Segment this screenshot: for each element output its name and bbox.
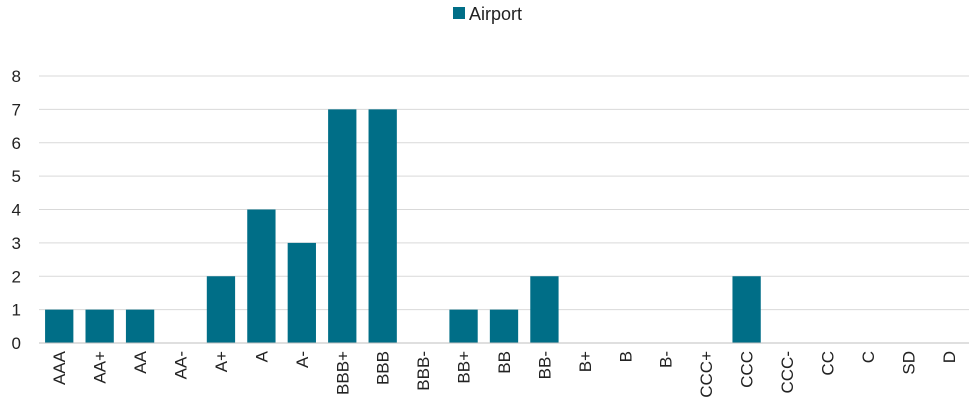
bar-A+	[206, 276, 236, 343]
x-tick-label-A+: A+	[212, 351, 231, 372]
bar-BB-	[530, 276, 559, 343]
bar-BB	[489, 309, 519, 344]
x-tick-label-AA-: AA-	[172, 351, 191, 379]
x-tick-label-C: C	[859, 351, 878, 363]
legend: Airport	[453, 4, 522, 24]
x-tick-label-AAA: AAA	[50, 350, 69, 385]
x-axis-tick-labels: AAA AA+ AA AA- A+ A A- BBB+ BBB BBB- BB+ BB BB- B+ B B-…	[50, 350, 959, 397]
bar-BBB+	[328, 109, 357, 344]
y-tick-label: 7	[12, 100, 21, 119]
bar-CCC	[732, 276, 761, 343]
legend-label-airport: Airport	[469, 4, 522, 24]
bars	[45, 109, 761, 344]
bar-BBB	[368, 109, 397, 344]
x-tick-label-BB-: BB-	[535, 351, 554, 379]
x-tick-label-CCC+: CCC+	[697, 351, 716, 398]
x-tick-label-D: D	[940, 351, 959, 363]
y-tick-label: 2	[12, 267, 21, 286]
y-tick-label: 8	[12, 67, 21, 86]
bar-A-	[287, 242, 316, 344]
x-tick-label-B-: B-	[657, 351, 676, 368]
x-tick-label-BB: BB	[495, 351, 514, 374]
y-tick-label: 5	[12, 167, 21, 186]
x-tick-label-CCC-: CCC-	[778, 351, 797, 394]
x-tick-label-BBB+: BBB+	[333, 351, 352, 395]
y-axis-tick-labels: 0 1 2 3 4 5 6 7 8	[12, 67, 21, 353]
y-tick-label: 1	[12, 301, 21, 320]
x-tick-label-AA: AA	[131, 350, 150, 373]
x-tick-label-SD: SD	[899, 351, 918, 375]
bar-AA	[125, 309, 155, 344]
x-tick-label-A-: A-	[293, 351, 312, 368]
bar-BB+	[449, 309, 478, 344]
x-tick-label-CC: CC	[818, 351, 837, 376]
x-tick-label-AA+: AA+	[91, 351, 110, 384]
x-tick-label-B: B	[616, 351, 635, 362]
x-tick-label-CCC: CCC	[738, 351, 757, 388]
gridlines	[39, 75, 969, 311]
x-tick-label-BB+: BB+	[455, 351, 474, 384]
y-tick-label: 3	[12, 234, 21, 253]
bar-A	[247, 209, 276, 343]
bar-AAA	[45, 309, 74, 344]
bar-AA+	[85, 309, 114, 344]
y-tick-label: 4	[12, 201, 21, 220]
x-tick-label-BBB-: BBB-	[414, 351, 433, 391]
y-tick-label: 6	[12, 134, 21, 153]
legend-swatch-airport	[453, 7, 465, 19]
y-tick-label: 0	[12, 334, 21, 353]
x-tick-label-BBB: BBB	[374, 351, 393, 385]
x-tick-label-B+: B+	[576, 351, 595, 372]
x-tick-label-A: A	[252, 350, 271, 362]
